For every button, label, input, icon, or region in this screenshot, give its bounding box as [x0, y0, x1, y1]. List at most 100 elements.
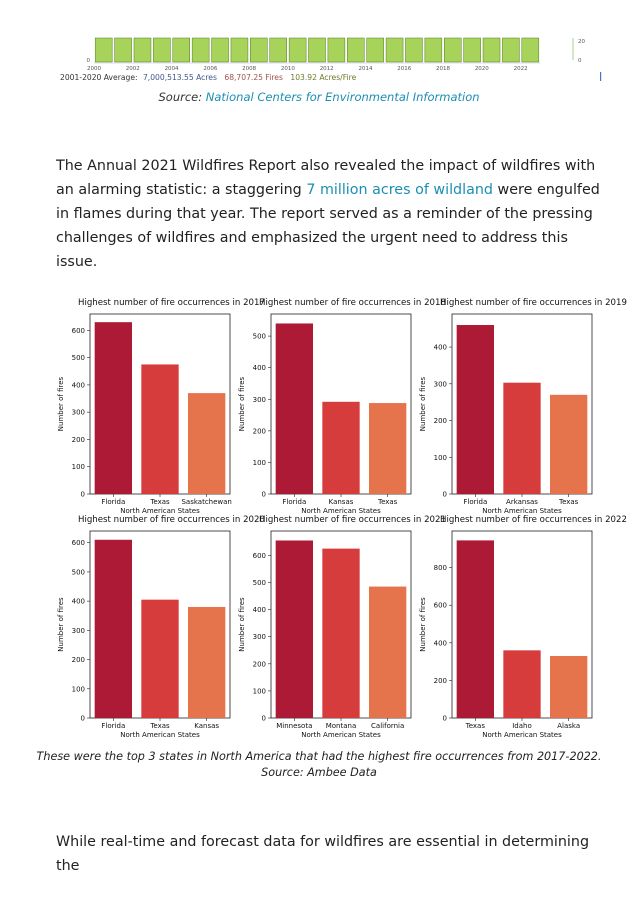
- y-tick-label: 0: [262, 715, 266, 723]
- bar-texas: [141, 599, 179, 718]
- average-fires: 68,707.25 Fires: [224, 73, 283, 82]
- strip-right-tick-bottom: 0: [578, 58, 582, 64]
- chart-1: Highest number of fire occurrences in 20…: [57, 298, 265, 515]
- y-axis-label: Number of fires: [238, 597, 246, 652]
- y-tick-label: 200: [253, 660, 266, 668]
- strip-bar: [443, 37, 462, 63]
- y-tick-label: 0: [443, 715, 447, 723]
- strip-average-line: 2001-2020 Average: 7,000,513.55 Acres 68…: [60, 73, 357, 82]
- strip-bar: [172, 37, 191, 63]
- y-tick-label: 100: [253, 459, 266, 467]
- strip-bar: [405, 37, 423, 63]
- x-tick-label: Kansas: [329, 498, 354, 506]
- strip-year-tick: 2016: [397, 66, 411, 72]
- bar-california: [369, 586, 407, 718]
- strip-left-min: 0: [87, 58, 91, 64]
- x-tick-label: Texas: [149, 498, 170, 506]
- strip-year-tick: 2006: [203, 66, 217, 72]
- bar-idaho: [503, 650, 541, 718]
- noaa-source-link[interactable]: National Centers for Environmental Infor…: [205, 90, 480, 104]
- strip-year-tick: 2000: [87, 66, 101, 72]
- chart-6: Highest number of fire occurrences in 20…: [419, 515, 627, 739]
- bar-kansas: [188, 606, 226, 718]
- x-tick-label: Saskatchewan: [181, 498, 231, 506]
- y-tick-label: 200: [434, 677, 447, 685]
- bar-kansas: [322, 401, 360, 494]
- source-prefix: Source:: [158, 90, 203, 104]
- y-tick-label: 600: [72, 539, 85, 547]
- paragraph-text-end: were engulfed in flames during that year…: [56, 182, 600, 270]
- x-tick-label: Texas: [465, 722, 486, 730]
- strip-bar: [521, 37, 540, 63]
- x-tick-label: Texas: [149, 722, 170, 730]
- y-tick-label: 100: [253, 687, 266, 695]
- average-acres: 7,000,513.55 Acres: [143, 73, 217, 82]
- strip-bar: [133, 37, 152, 63]
- bar-texas: [550, 394, 588, 494]
- strip-year-tick: 2008: [242, 66, 256, 72]
- scroll-indicator[interactable]: [600, 72, 602, 81]
- strip-bar: [114, 37, 132, 63]
- x-tick-label: Arkansas: [506, 498, 538, 506]
- x-tick-label: Alaska: [557, 722, 580, 730]
- y-tick-label: 500: [253, 333, 266, 341]
- y-tick-label: 800: [434, 564, 447, 572]
- y-tick-label: 200: [434, 417, 447, 425]
- realtime-data-paragraph: While real-time and forecast data for wi…: [56, 834, 590, 874]
- bar-florida: [94, 322, 132, 494]
- bar-texas: [141, 364, 179, 494]
- strip-bar: [250, 37, 268, 63]
- y-tick-label: 600: [72, 327, 85, 335]
- x-tick-label: California: [371, 722, 404, 730]
- strip-bar: [191, 37, 210, 63]
- caption-line-1: These were the top 3 states in North Ame…: [36, 750, 602, 763]
- strip-bar: [230, 37, 249, 63]
- y-tick-label: 0: [81, 715, 85, 723]
- wildland-acres-link[interactable]: 7 million acres of wildland: [306, 182, 494, 198]
- y-axis-label: Number of fires: [419, 597, 427, 652]
- y-tick-label: 100: [72, 463, 85, 471]
- y-tick-label: 0: [262, 491, 266, 499]
- strip-bar: [347, 37, 365, 63]
- chart-5: Highest number of fire occurrences in 20…: [238, 515, 446, 739]
- y-axis-label: Number of fires: [57, 597, 65, 652]
- strip-year-tick: 2010: [281, 66, 295, 72]
- y-tick-label: 500: [72, 568, 85, 576]
- y-tick-label: 600: [253, 552, 266, 560]
- y-tick-label: 400: [72, 381, 85, 389]
- y-tick-label: 300: [72, 627, 85, 635]
- x-axis-label: North American States: [482, 507, 562, 515]
- chart-title: Highest number of fire occurrences in 20…: [259, 298, 446, 308]
- x-tick-label: Montana: [326, 722, 357, 730]
- strip-bar: [308, 37, 326, 63]
- x-tick-label: Kansas: [194, 722, 219, 730]
- chart-title: Highest number of fire occurrences in 20…: [440, 298, 627, 308]
- x-tick-label: Florida: [101, 722, 125, 730]
- y-tick-label: 400: [434, 639, 447, 647]
- strip-bar: [288, 37, 307, 63]
- strip-bar: [502, 37, 520, 63]
- average-acres-per-fire: 103.92 Acres/Fire: [290, 73, 356, 82]
- x-tick-label: Florida: [463, 498, 487, 506]
- chart-title: Highest number of fire occurrences in 20…: [259, 515, 446, 525]
- bar-texas: [369, 403, 407, 494]
- strip-bar: [385, 37, 404, 63]
- y-tick-label: 200: [72, 436, 85, 444]
- y-tick-label: 300: [72, 409, 85, 417]
- y-tick-label: 0: [81, 491, 85, 499]
- y-tick-label: 100: [72, 685, 85, 693]
- bar-alaska: [550, 655, 588, 718]
- y-tick-label: 600: [434, 602, 447, 610]
- x-tick-label: Texas: [558, 498, 579, 506]
- strip-bar: [269, 37, 287, 63]
- bar-florida: [94, 539, 132, 718]
- y-tick-label: 300: [253, 633, 266, 641]
- chart-2: Highest number of fire occurrences in 20…: [238, 298, 446, 515]
- chart-3: Highest number of fire occurrences in 20…: [419, 298, 627, 515]
- y-tick-label: 200: [253, 427, 266, 435]
- strip-bar: [327, 37, 346, 63]
- y-tick-label: 200: [72, 656, 85, 664]
- strip-year-tick: 2020: [475, 66, 489, 72]
- x-axis-label: North American States: [120, 507, 200, 515]
- chart-4: Highest number of fire occurrences in 20…: [57, 515, 265, 739]
